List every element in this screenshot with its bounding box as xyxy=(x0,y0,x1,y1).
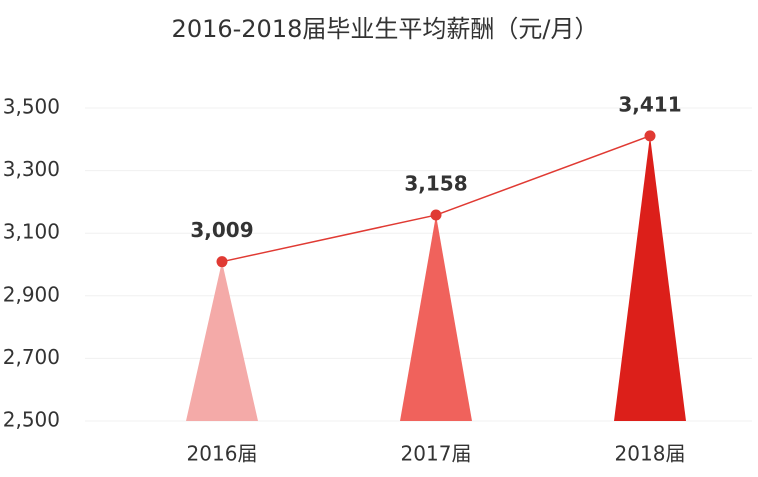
line-marker xyxy=(430,209,442,221)
data-label: 3,158 xyxy=(404,172,467,196)
triangle-bar xyxy=(614,135,686,421)
x-tick-label: 2016届 xyxy=(187,442,258,466)
x-tick-label: 2018届 xyxy=(615,442,686,466)
x-tick-label: 2017届 xyxy=(401,442,472,466)
y-tick-label: 3,300 xyxy=(3,157,60,181)
y-tick-label: 2,500 xyxy=(3,408,60,432)
chart-title: 2016-2018届毕业生平均薪酬（元/月） xyxy=(172,15,599,43)
y-tick-label: 3,500 xyxy=(3,95,60,119)
y-tick-label: 2,900 xyxy=(3,282,60,306)
y-tick-label: 3,100 xyxy=(3,220,60,244)
triangle-bar xyxy=(400,215,472,421)
triangle-bar xyxy=(186,261,258,421)
line-marker xyxy=(216,256,228,268)
data-label: 3,411 xyxy=(618,92,681,116)
y-tick-label: 2,700 xyxy=(3,345,60,369)
line-marker xyxy=(644,130,656,142)
data-label: 3,009 xyxy=(190,218,253,242)
